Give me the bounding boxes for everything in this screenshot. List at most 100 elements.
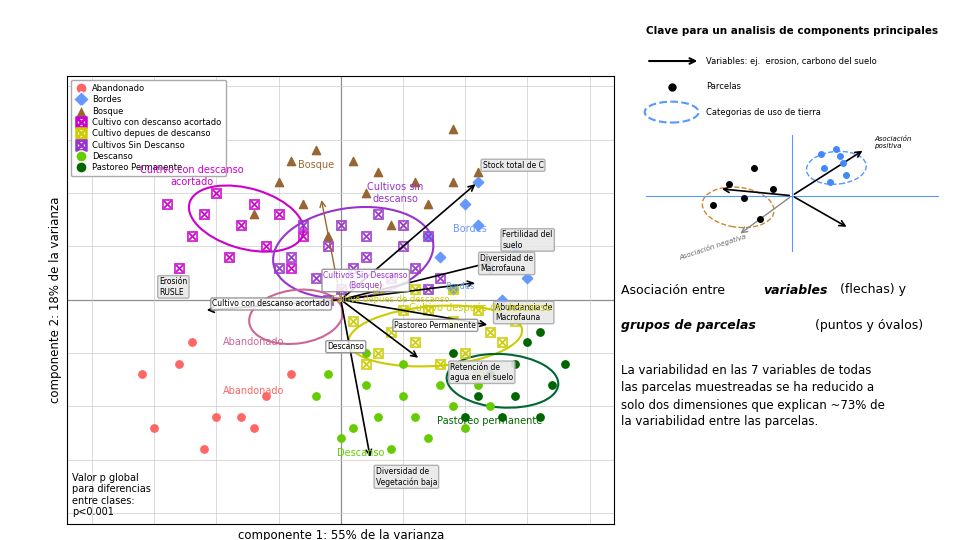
Point <box>271 178 286 187</box>
Text: Diversidad de
Vegetación baja: Diversidad de Vegetación baja <box>375 467 437 487</box>
Point <box>346 264 361 272</box>
Point <box>408 338 423 347</box>
Point <box>358 360 373 368</box>
Point <box>233 413 249 421</box>
Text: Bosque: Bosque <box>298 160 334 170</box>
Point <box>233 221 249 230</box>
Point <box>196 445 211 454</box>
Point <box>445 285 461 293</box>
Point <box>383 327 398 336</box>
Text: Análisis de componentes principales entre usos:: Análisis de componentes principales entr… <box>12 22 584 43</box>
Text: Parcelas: Parcelas <box>707 82 741 91</box>
Text: Erosión
RUSLE: Erosión RUSLE <box>159 277 187 296</box>
Point <box>433 381 448 389</box>
Point <box>358 381 373 389</box>
Point <box>408 285 423 293</box>
Title: Clave para un analisis de components principales: Clave para un analisis de components pri… <box>646 25 938 36</box>
Point <box>458 423 473 432</box>
Point <box>494 413 510 421</box>
Point <box>482 370 497 379</box>
Y-axis label: componente 2: 18% de la varianza: componente 2: 18% de la varianza <box>49 197 61 403</box>
Point <box>184 231 200 240</box>
Point <box>420 434 436 443</box>
Point <box>445 349 461 357</box>
Text: Cultivo con descanso acortado: Cultivo con descanso acortado <box>212 300 330 308</box>
Point <box>358 253 373 261</box>
Point <box>445 317 461 326</box>
Text: Abandonado: Abandonado <box>223 338 284 347</box>
Text: Descanso: Descanso <box>327 342 364 351</box>
Point <box>469 381 485 389</box>
Point <box>420 285 436 293</box>
Point <box>519 338 535 347</box>
Point <box>221 253 236 261</box>
Text: Stock total de C: Stock total de C <box>483 161 543 170</box>
Point <box>445 402 461 411</box>
Point <box>469 392 485 400</box>
Point <box>371 210 386 219</box>
Point <box>507 360 522 368</box>
Text: Bordes: Bordes <box>445 282 475 292</box>
Text: Asociación
positiva: Asociación positiva <box>875 136 912 149</box>
Point <box>396 221 411 230</box>
Point <box>371 349 386 357</box>
Point <box>296 231 311 240</box>
Point <box>308 146 324 154</box>
Point <box>482 327 497 336</box>
Text: Valor p global
para diferencias
entre clases:
p<0.001: Valor p global para diferencias entre cl… <box>72 472 151 517</box>
Point <box>346 317 361 326</box>
Point <box>321 370 336 379</box>
Text: Asociación entre: Asociación entre <box>621 284 730 296</box>
Point <box>433 274 448 282</box>
Text: Categorias de uso de tierra: Categorias de uso de tierra <box>707 107 822 117</box>
Text: La variabilidad en las 7 variables de todas
las parcelas muestreadas se ha reduc: La variabilidad en las 7 variables de to… <box>621 364 885 429</box>
Point <box>494 338 510 347</box>
Point <box>321 242 336 251</box>
Point <box>346 423 361 432</box>
Point <box>271 264 286 272</box>
Point <box>469 167 485 176</box>
X-axis label: componente 1: 55% de la varianza: componente 1: 55% de la varianza <box>238 529 444 540</box>
Point <box>246 423 261 432</box>
Point <box>172 360 187 368</box>
Text: Cultivo depues de descanso: Cultivo depues de descanso <box>331 295 450 304</box>
Text: Pastoreo permanente: Pastoreo permanente <box>438 416 542 427</box>
Point <box>333 434 348 443</box>
Text: (flechas) y: (flechas) y <box>835 284 905 296</box>
Point <box>396 392 411 400</box>
Point <box>494 295 510 304</box>
Point <box>333 221 348 230</box>
Point <box>445 125 461 133</box>
Point <box>396 242 411 251</box>
Text: Variables: ej.  erosion, carbono del suelo: Variables: ej. erosion, carbono del suel… <box>707 57 877 65</box>
Point <box>482 402 497 411</box>
Point <box>283 370 299 379</box>
Point <box>246 199 261 208</box>
Point <box>246 210 261 219</box>
Point <box>408 264 423 272</box>
Point <box>408 178 423 187</box>
Point <box>445 285 461 293</box>
Point <box>507 242 522 251</box>
Point <box>346 157 361 165</box>
Point <box>196 210 211 219</box>
Point <box>469 221 485 230</box>
Point <box>296 199 311 208</box>
Text: Cultivos sin
descanso: Cultivos sin descanso <box>368 182 423 204</box>
Point <box>420 231 436 240</box>
Point <box>420 199 436 208</box>
Text: Fertilidad del
suelo: Fertilidad del suelo <box>502 230 553 249</box>
Point <box>396 306 411 315</box>
Point <box>208 188 224 197</box>
Text: variables: variables <box>763 284 828 296</box>
Point <box>482 264 497 272</box>
Text: Bordes: Bordes <box>453 224 487 234</box>
Text: Cultivo con descanso
acortado: Cultivo con descanso acortado <box>140 165 244 187</box>
Point <box>507 392 522 400</box>
Point <box>296 221 311 230</box>
Point <box>371 285 386 293</box>
Text: Abandonado: Abandonado <box>223 387 284 396</box>
Point <box>147 423 162 432</box>
Legend: Abandonado, Bordes, Bosque, Cultivo con descanso acortado, Cultivo depues de des: Abandonado, Bordes, Bosque, Cultivo con … <box>71 80 226 177</box>
Point <box>321 231 336 240</box>
